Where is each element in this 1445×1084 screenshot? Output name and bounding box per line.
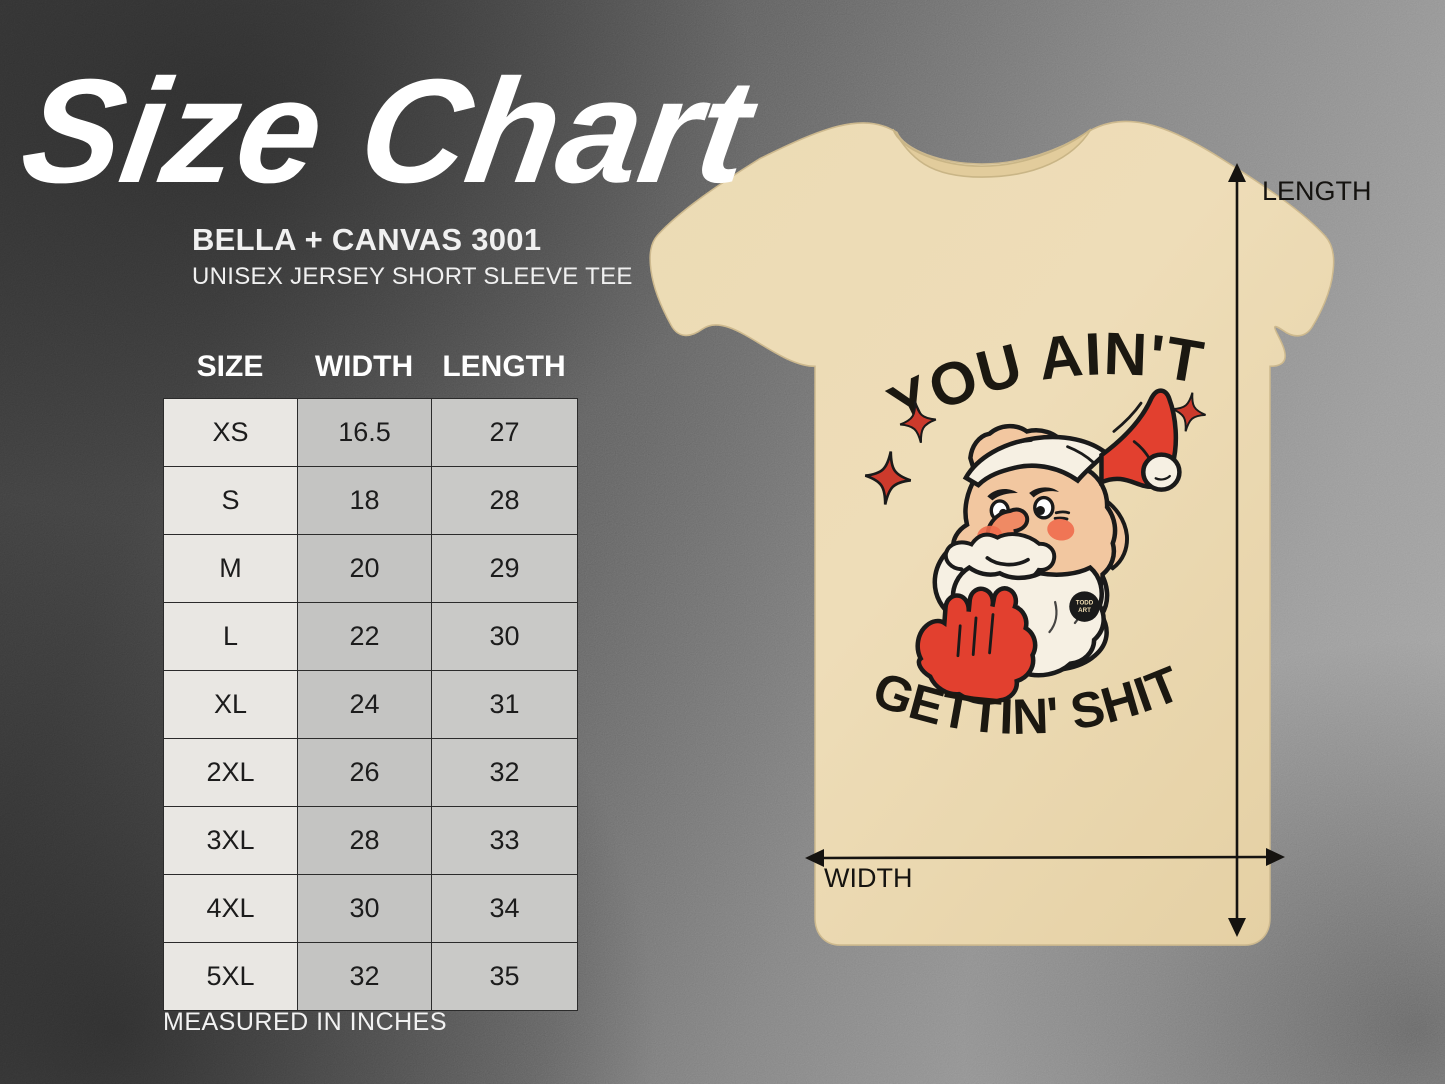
svg-text:LENGTH: LENGTH bbox=[1262, 176, 1372, 206]
svg-text:WIDTH: WIDTH bbox=[824, 863, 912, 893]
